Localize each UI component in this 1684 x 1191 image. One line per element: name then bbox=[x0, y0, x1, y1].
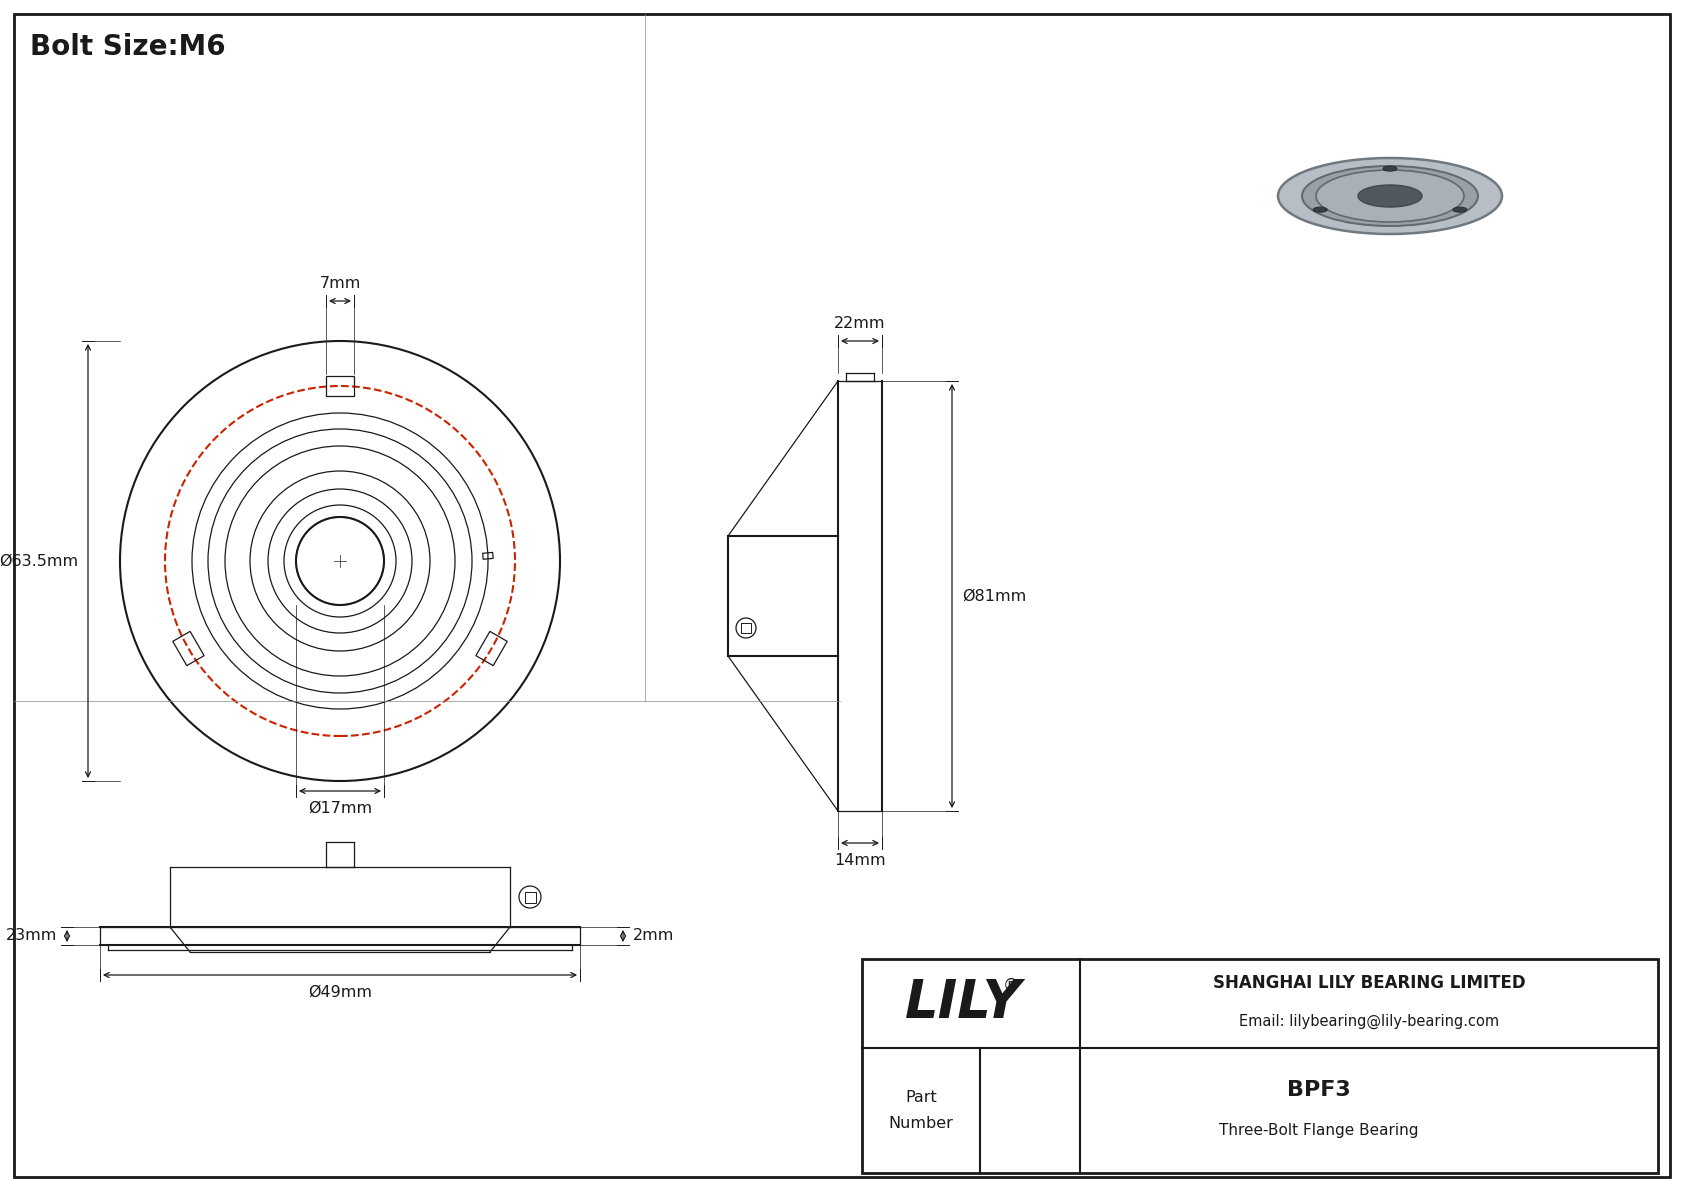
Bar bbox=[327, 376, 354, 395]
Text: 7mm: 7mm bbox=[320, 276, 360, 291]
Bar bbox=[862, 959, 1659, 1173]
Text: Email: lilybearing@lily-bearing.com: Email: lilybearing@lily-bearing.com bbox=[1239, 1014, 1499, 1029]
Text: 14mm: 14mm bbox=[834, 853, 886, 868]
Bar bbox=[483, 553, 493, 560]
Ellipse shape bbox=[1278, 158, 1502, 233]
Text: Ø63.5mm: Ø63.5mm bbox=[0, 554, 77, 568]
Text: 23mm: 23mm bbox=[5, 929, 57, 943]
Ellipse shape bbox=[1453, 207, 1467, 212]
Text: Ø49mm: Ø49mm bbox=[308, 985, 372, 1000]
Bar bbox=[477, 631, 507, 666]
Text: 22mm: 22mm bbox=[834, 316, 886, 331]
Text: LILY: LILY bbox=[904, 978, 1022, 1029]
Text: ®: ® bbox=[1002, 977, 1019, 994]
Text: Bolt Size:M6: Bolt Size:M6 bbox=[30, 33, 226, 61]
Text: Three-Bolt Flange Bearing: Three-Bolt Flange Bearing bbox=[1219, 1123, 1418, 1137]
Ellipse shape bbox=[1357, 185, 1421, 207]
Bar bbox=[741, 623, 751, 632]
Bar bbox=[173, 631, 204, 666]
Text: 2mm: 2mm bbox=[633, 929, 674, 943]
Text: SHANGHAI LILY BEARING LIMITED: SHANGHAI LILY BEARING LIMITED bbox=[1212, 974, 1526, 992]
Ellipse shape bbox=[1315, 170, 1463, 222]
Bar bbox=[524, 892, 536, 903]
Text: BPF3: BPF3 bbox=[1287, 1080, 1351, 1100]
Ellipse shape bbox=[1314, 207, 1327, 212]
Ellipse shape bbox=[1302, 166, 1479, 226]
Text: Part
Number: Part Number bbox=[889, 1090, 953, 1131]
Ellipse shape bbox=[1383, 166, 1398, 172]
Text: Ø81mm: Ø81mm bbox=[962, 588, 1026, 604]
Text: Ø17mm: Ø17mm bbox=[308, 802, 372, 816]
